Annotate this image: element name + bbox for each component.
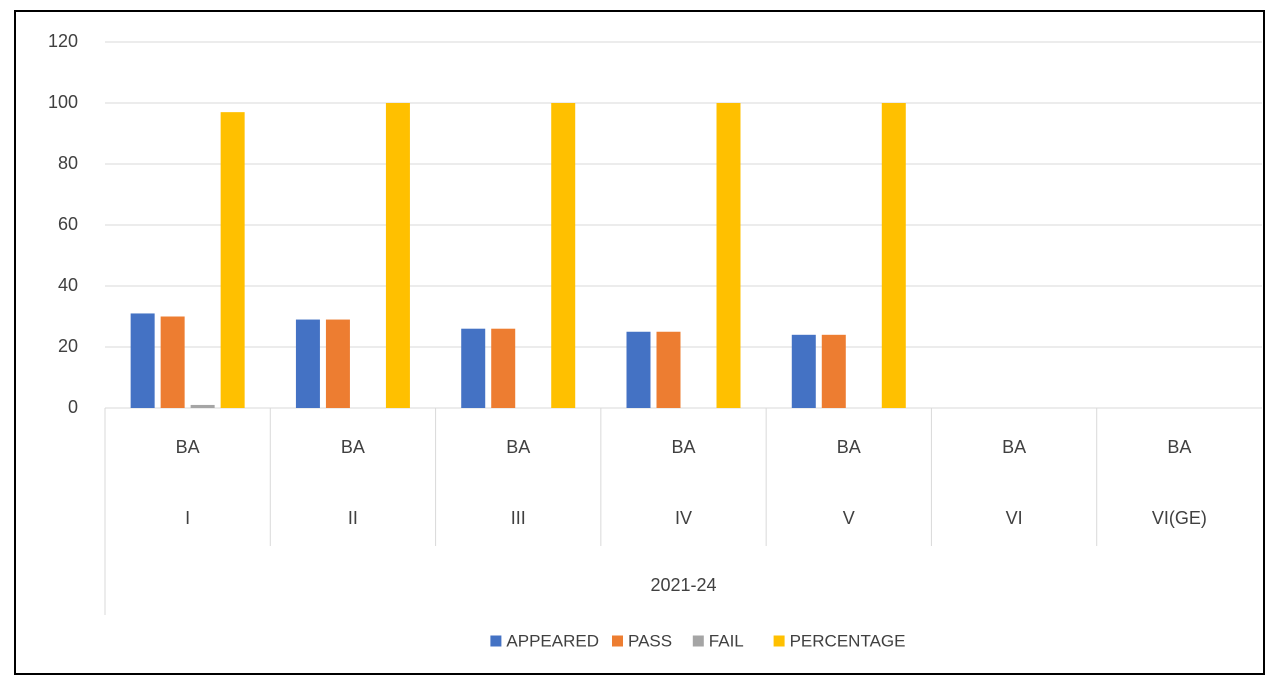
x-category-level2-label: BA: [506, 437, 530, 457]
x-category-level1-label: VI: [1006, 508, 1023, 528]
x-category-level2-label: BA: [341, 437, 365, 457]
bar-appeared-iii: [461, 328, 486, 408]
bar-percentage-iii: [551, 103, 576, 408]
x-category-level1-label: II: [348, 508, 358, 528]
x-category-level1-label: I: [185, 508, 190, 528]
bar-fail-i: [190, 404, 215, 408]
x-category-level2-label: BA: [1167, 437, 1191, 457]
y-tick-label: 40: [58, 275, 78, 295]
legend-swatch-percentage: [773, 635, 785, 647]
bar-chart: 0 20 40 60 80 100 120 BA I BA II BA III BA IV BA V BA VI BA…: [48, 31, 1262, 650]
bar-percentage-ii: [385, 103, 410, 408]
legend-label-appeared: APPEARED: [506, 631, 599, 650]
legend-swatch-appeared: [490, 635, 502, 647]
x-category-level1-label: IV: [675, 508, 692, 528]
y-tick-label: 80: [58, 153, 78, 173]
y-tick-label: 120: [48, 31, 78, 51]
bar-appeared-ii: [295, 319, 320, 408]
bar-pass-ii: [325, 319, 350, 408]
bar-percentage-v: [881, 103, 906, 408]
x-category-level2-label: BA: [671, 437, 695, 457]
x-category-level2-label: BA: [176, 437, 200, 457]
bar-pass-i: [160, 316, 185, 408]
x-category-level1-label: VI(GE): [1152, 508, 1207, 528]
legend-swatch-pass: [612, 635, 623, 647]
legend-swatch-fail: [692, 635, 704, 647]
legend-label-fail: FAIL: [709, 631, 744, 650]
bar-percentage-i: [220, 112, 245, 409]
bar-pass-v: [821, 334, 846, 408]
y-tick-label: 60: [58, 214, 78, 234]
legend-label-percentage: PERCENTAGE: [790, 631, 906, 650]
bar-appeared-i: [130, 313, 155, 408]
chart-frame: 0 20 40 60 80 100 120 BA I BA II BA III BA IV BA V BA VI BA…: [14, 10, 1265, 675]
x-category-level2-label: BA: [1002, 437, 1026, 457]
legend-label-pass: PASS: [628, 631, 672, 650]
x-category-level1-label: V: [843, 508, 855, 528]
x-category-level2-label: BA: [837, 437, 861, 457]
bar-pass-iv: [656, 331, 681, 408]
bar-percentage-iv: [716, 103, 741, 408]
bar-appeared-v: [791, 334, 816, 408]
bar-pass-iii: [491, 328, 516, 408]
bar-appeared-iv: [626, 331, 651, 408]
x-group-label: 2021-24: [650, 575, 716, 595]
y-tick-label: 100: [48, 92, 78, 112]
x-category-level1-label: III: [511, 508, 526, 528]
y-tick-label: 0: [68, 397, 78, 417]
y-tick-label: 20: [58, 336, 78, 356]
